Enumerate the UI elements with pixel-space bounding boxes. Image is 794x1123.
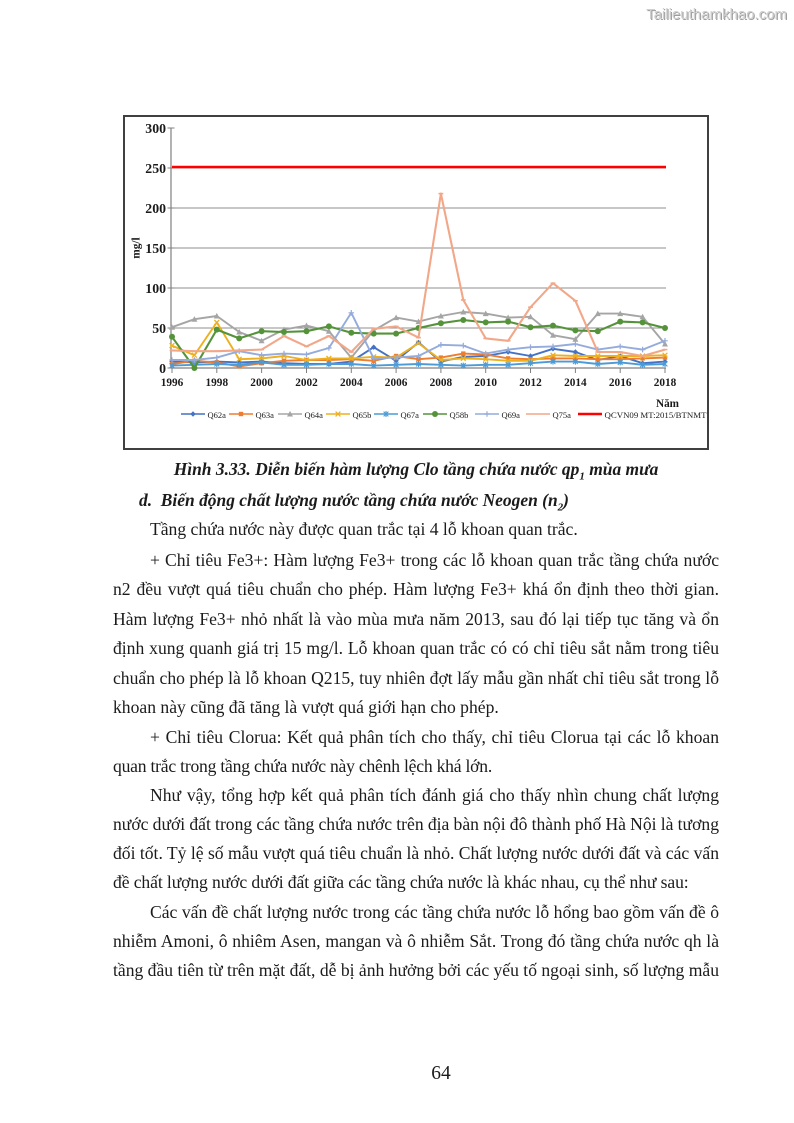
svg-text:2014: 2014: [564, 377, 587, 389]
svg-text:2016: 2016: [609, 377, 632, 389]
svg-text:Năm: Năm: [656, 398, 680, 410]
svg-text:2018: 2018: [654, 377, 677, 389]
svg-text:Q75a: Q75a: [553, 410, 572, 420]
svg-text:2008: 2008: [430, 377, 453, 389]
svg-text:150: 150: [145, 241, 166, 256]
svg-text:Q62a: Q62a: [208, 410, 227, 420]
svg-text:1996: 1996: [161, 377, 184, 389]
svg-text:Q63a: Q63a: [256, 410, 275, 420]
svg-text:Q69a: Q69a: [502, 410, 521, 420]
svg-text:2006: 2006: [385, 377, 408, 389]
svg-text:0: 0: [159, 361, 166, 376]
svg-text:250: 250: [145, 161, 166, 176]
svg-text:2002: 2002: [295, 377, 318, 389]
svg-text:50: 50: [152, 321, 166, 336]
svg-text:QCVN09 MT:2015/BTNMT: QCVN09 MT:2015/BTNMT: [605, 410, 708, 420]
svg-text:200: 200: [145, 201, 166, 216]
svg-text:Q64a: Q64a: [305, 410, 324, 420]
svg-text:2012: 2012: [519, 377, 542, 389]
svg-text:Q67a: Q67a: [401, 410, 420, 420]
svg-text:100: 100: [145, 281, 166, 296]
svg-text:300: 300: [145, 121, 166, 136]
svg-text:Q58b: Q58b: [450, 410, 469, 420]
svg-text:2000: 2000: [250, 377, 273, 389]
svg-text:Q65b: Q65b: [353, 410, 372, 420]
svg-text:1998: 1998: [206, 377, 229, 389]
svg-text:2010: 2010: [474, 377, 497, 389]
svg-text:2004: 2004: [340, 377, 363, 389]
svg-text:mg/l: mg/l: [131, 237, 143, 258]
